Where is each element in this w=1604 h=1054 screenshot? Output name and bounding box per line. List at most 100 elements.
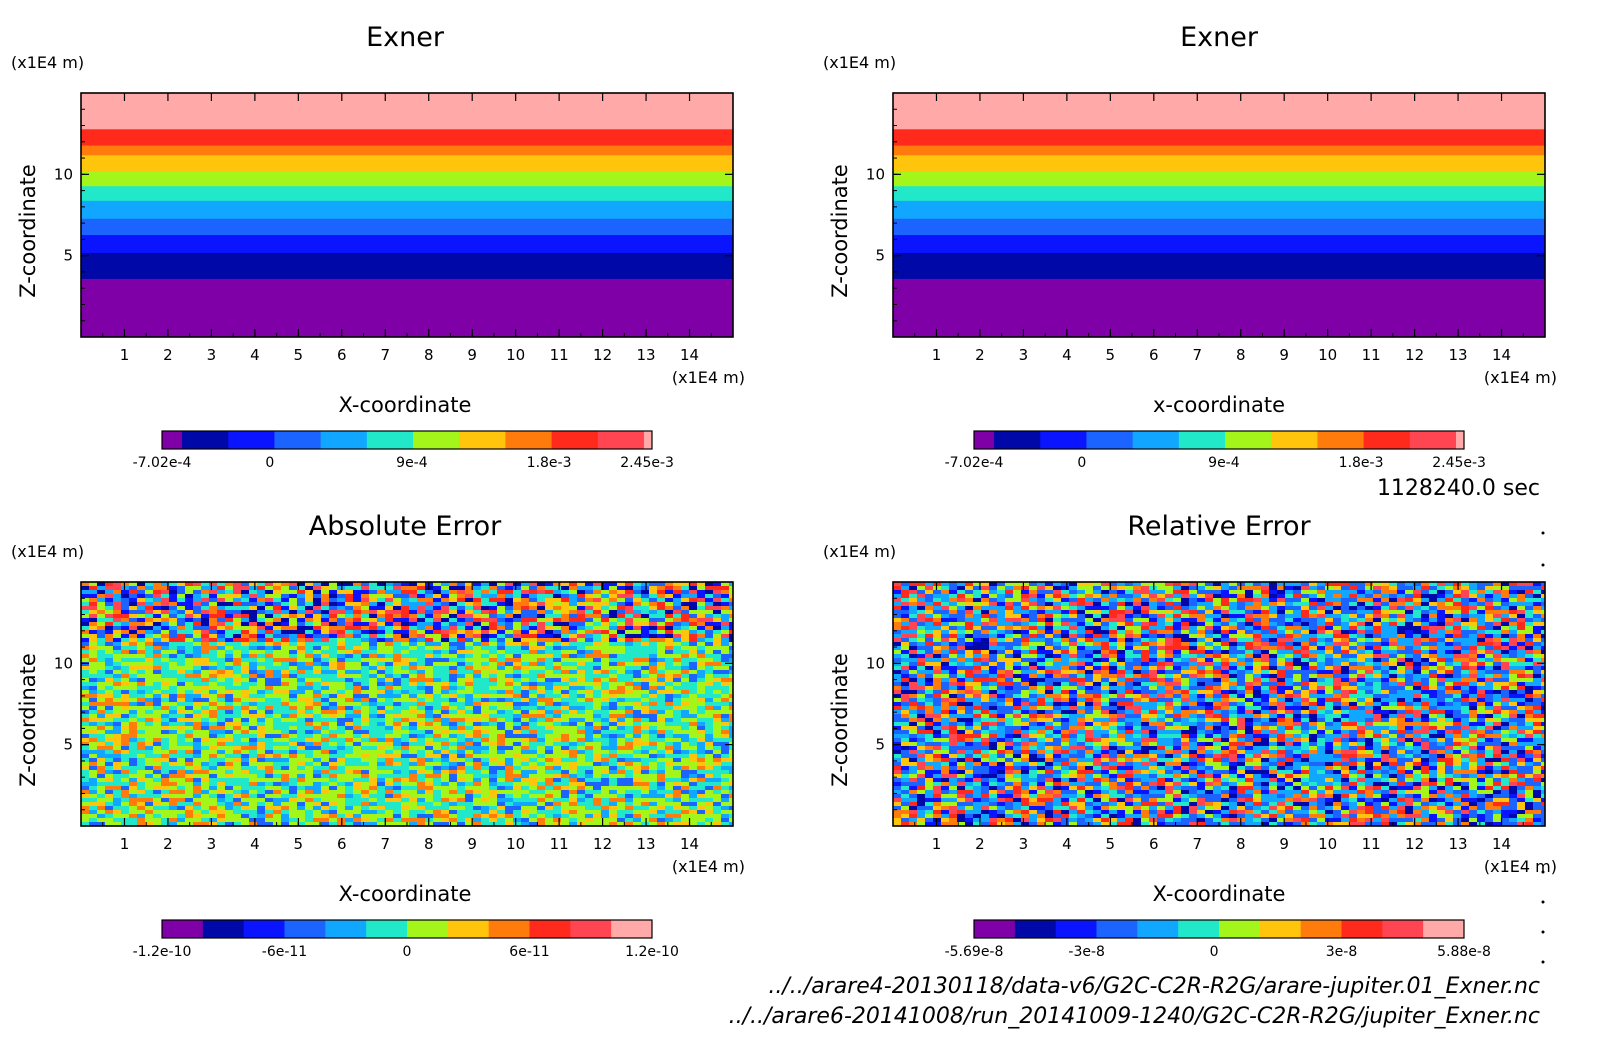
noise-cell (297, 746, 306, 751)
noise-cell (601, 698, 616, 703)
noise-cell (209, 638, 219, 643)
noise-cell (113, 758, 122, 763)
noise-cell (273, 586, 283, 591)
noise-cell (441, 766, 451, 771)
noise-cell (665, 634, 674, 639)
noise-cell (473, 726, 486, 731)
noise-cell (705, 590, 715, 595)
noise-cell (609, 770, 621, 775)
noise-cell (705, 710, 716, 715)
noise-cell (153, 590, 164, 595)
noise-cell (649, 746, 661, 751)
noise-cell (521, 606, 531, 611)
noise-cell (721, 686, 733, 691)
noise-cell (329, 602, 341, 607)
noise-cell (665, 614, 674, 619)
noise-cell (641, 810, 649, 815)
noise-cell (169, 606, 184, 611)
noise-cell (281, 674, 294, 679)
noise-cell (473, 702, 482, 707)
noise-cell (233, 738, 246, 743)
noise-cell (313, 694, 324, 699)
noise-cell (401, 586, 410, 591)
noise-cell (377, 586, 387, 591)
noise-cell (377, 678, 386, 683)
noise-cell (409, 802, 417, 807)
noise-cell (153, 782, 167, 787)
noise-cell (417, 762, 430, 767)
noise-cell (521, 626, 529, 631)
noise-cell (185, 722, 194, 727)
noise-cell (433, 766, 444, 771)
noise-cell (369, 618, 381, 623)
noise-cell (121, 790, 136, 795)
noise-cell (393, 606, 408, 611)
noise-cell (377, 698, 387, 703)
noise-cell (321, 694, 334, 699)
noise-cell (305, 650, 320, 655)
noise-cell (721, 630, 733, 635)
noise-cell (169, 738, 184, 743)
noise-cell (465, 738, 475, 743)
noise-cell (233, 718, 244, 723)
noise-cell (529, 646, 539, 651)
noise-cell (489, 646, 498, 651)
noise-cell (353, 806, 368, 811)
band-3 (893, 218, 1545, 236)
noise-cell (81, 702, 96, 707)
noise-cell (433, 594, 441, 599)
noise-cell (417, 590, 431, 595)
noise-cell (233, 698, 246, 703)
noise-cell (689, 798, 701, 803)
noise-cell (561, 606, 570, 611)
noise-cell (577, 782, 591, 787)
noise-cell (337, 606, 349, 611)
noise-cell (225, 798, 238, 803)
noise-cell (473, 650, 484, 655)
noise-cell (473, 586, 484, 591)
noise-cell (169, 726, 183, 731)
noise-cell (401, 634, 410, 639)
noise-cell (225, 690, 233, 695)
noise-cell (713, 786, 727, 791)
noise-cell (177, 810, 187, 815)
noise-cell (657, 710, 665, 715)
noise-cell (537, 710, 551, 715)
noise-cell (233, 682, 248, 687)
noise-cell (553, 798, 561, 803)
noise-cell (473, 754, 488, 759)
noise-cell (345, 638, 359, 643)
noise-cell (97, 622, 111, 627)
noise-cell (105, 734, 117, 739)
noise-cell (241, 630, 253, 635)
noise-cell (105, 758, 118, 763)
noise-cell (89, 770, 101, 775)
noise-cell (353, 798, 361, 803)
noise-cell (121, 802, 133, 807)
noise-cell (329, 762, 339, 767)
noise-cell (649, 802, 663, 807)
noise-cell (297, 702, 311, 707)
noise-cell (665, 782, 678, 787)
noise-cell (609, 594, 620, 599)
noise-cell (721, 746, 733, 751)
noise-cell (169, 750, 182, 755)
noise-cell (177, 590, 186, 595)
noise-cell (105, 802, 116, 807)
noise-cell (673, 674, 682, 679)
noise-cell (257, 734, 269, 739)
noise-cell (729, 638, 733, 643)
noise-cell (433, 666, 443, 671)
noise-cell (641, 638, 656, 643)
noise-cell (641, 630, 656, 635)
noise-cell (89, 794, 101, 799)
noise-cell (409, 786, 418, 791)
noise-cell (697, 786, 710, 791)
noise-cell (121, 666, 131, 671)
noise-cell (521, 734, 534, 739)
noise-cell (617, 778, 625, 783)
noise-cell (409, 702, 422, 707)
noise-cell (145, 778, 154, 783)
noise-cell (337, 802, 352, 807)
noise-cell (201, 794, 215, 799)
